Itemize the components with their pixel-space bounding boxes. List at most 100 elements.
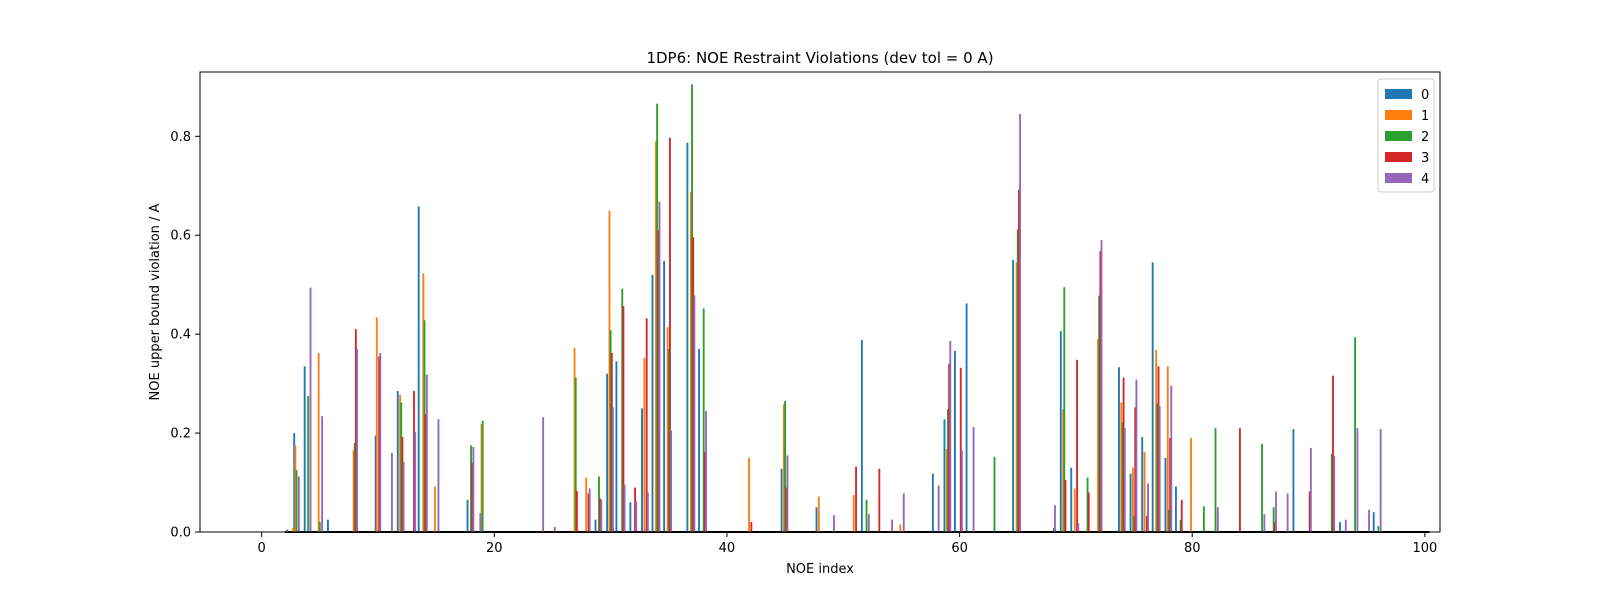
bar-series-0 xyxy=(1129,473,1132,532)
bar-series-4 xyxy=(1344,519,1347,532)
bar-series-1 xyxy=(352,450,355,532)
bar-series-4 xyxy=(286,529,289,532)
bar-series-2 xyxy=(481,420,484,532)
legend-label-2: 2 xyxy=(1421,130,1429,145)
bar-series-1 xyxy=(1062,409,1065,532)
bar-series-3 xyxy=(1064,480,1067,532)
y-tick-label: 0.4 xyxy=(170,328,191,343)
bar-series-4 xyxy=(425,374,428,532)
bar-series-2 xyxy=(621,288,624,532)
bar-series-4 xyxy=(867,514,870,532)
bar-series-4 xyxy=(1368,509,1370,532)
y-tick-label: 0.6 xyxy=(170,229,191,244)
bar-series-1 xyxy=(573,348,576,532)
bar-series-0 xyxy=(1059,331,1062,532)
bar-series-4 xyxy=(553,527,556,532)
bar-series-2 xyxy=(1121,422,1124,532)
legend-label-0: 0 xyxy=(1421,88,1429,103)
bar-series-4 xyxy=(635,501,638,532)
bar-series-4 xyxy=(646,492,649,532)
bar-series-4 xyxy=(472,446,475,532)
bar-series-0 xyxy=(303,366,306,532)
bar-series-0 xyxy=(663,260,666,532)
bar-series-0 xyxy=(1164,457,1167,532)
bar-series-4 xyxy=(414,432,417,532)
bar-series-1 xyxy=(1190,438,1192,532)
bar-series-0 xyxy=(594,519,597,532)
bar-series-2 xyxy=(667,348,670,532)
bar-series-0 xyxy=(606,373,609,532)
bar-series-2 xyxy=(656,103,659,532)
bar-series-2 xyxy=(691,84,693,533)
bar-series-4 xyxy=(833,515,835,532)
bar-series-1 xyxy=(655,141,657,532)
bar-series-4 xyxy=(1216,507,1219,532)
x-tick-label: 0 xyxy=(258,541,266,556)
bar-series-2 xyxy=(574,377,577,532)
bar-series-0 xyxy=(1141,437,1144,532)
bar-series-3 xyxy=(610,352,613,532)
legend-label-4: 4 xyxy=(1421,172,1429,187)
legend-swatch-1 xyxy=(1385,110,1412,120)
bar-series-2 xyxy=(1086,477,1089,532)
bar-series-2 xyxy=(295,470,298,532)
bar-series-1 xyxy=(1143,451,1146,532)
bar-series-3 xyxy=(1076,359,1078,532)
bar-series-1 xyxy=(1120,402,1123,532)
bar-series-4 xyxy=(1275,491,1277,532)
y-tick-label: 0.8 xyxy=(170,130,191,145)
x-tick-label: 100 xyxy=(1412,541,1437,556)
bar-series-2 xyxy=(1179,519,1182,532)
bar-series-2 xyxy=(353,442,356,532)
bar-series-1 xyxy=(480,424,483,532)
bar-series-1 xyxy=(608,210,611,533)
bar-series-4 xyxy=(658,201,661,532)
bar-series-4 xyxy=(693,295,696,532)
bar-series-4 xyxy=(1135,379,1138,532)
bar-series-4 xyxy=(1054,505,1056,532)
bar-series-4 xyxy=(402,461,405,532)
bar-series-4 xyxy=(705,410,707,532)
bar-series-3 xyxy=(587,493,590,532)
bar-series-2 xyxy=(865,499,868,532)
x-tick-label: 20 xyxy=(486,541,503,556)
bar-series-4 xyxy=(1309,447,1312,532)
bar-series-0 xyxy=(466,499,469,532)
bar-series-4 xyxy=(949,341,952,532)
plot-area xyxy=(200,72,1440,532)
bar-series-4 xyxy=(391,452,393,532)
plot-frame xyxy=(199,71,1441,533)
bar-series-2 xyxy=(423,320,426,532)
bar-series-4 xyxy=(972,427,975,532)
bar-series-0 xyxy=(943,419,946,532)
y-tick-label: 0.0 xyxy=(170,526,191,541)
bar-series-2 xyxy=(1261,443,1263,532)
bar-series-4 xyxy=(1077,523,1080,532)
bar-series-3 xyxy=(750,522,753,532)
bar-series-2 xyxy=(1156,403,1159,532)
bar-series-3 xyxy=(1308,491,1311,532)
bar-series-3 xyxy=(1087,492,1090,532)
bar-series-2 xyxy=(702,308,705,532)
bar-series-4 xyxy=(960,450,963,532)
legend-swatch-4 xyxy=(1385,173,1412,183)
bar-series-4 xyxy=(891,519,894,532)
bar-series-2 xyxy=(470,445,472,532)
bar-series-0 xyxy=(374,435,377,532)
bar-series-1 xyxy=(1131,467,1134,532)
bar-series-0 xyxy=(1151,262,1154,532)
bar-series-2 xyxy=(598,476,600,532)
legend-swatch-0 xyxy=(1385,89,1412,99)
bar-series-0 xyxy=(965,303,968,532)
bar-series-1 xyxy=(643,357,646,532)
bar-series-0 xyxy=(396,391,399,532)
bar-series-4 xyxy=(1147,483,1149,532)
bar-series-4 xyxy=(1019,114,1021,532)
bar-series-2 xyxy=(784,400,787,532)
bar-series-4 xyxy=(1100,240,1103,533)
bar-series-0 xyxy=(1372,512,1375,532)
bar-series-1 xyxy=(434,486,436,532)
bar-series-1 xyxy=(1155,349,1158,532)
bar-series-3 xyxy=(622,305,625,532)
bar-series-3 xyxy=(1157,366,1160,532)
